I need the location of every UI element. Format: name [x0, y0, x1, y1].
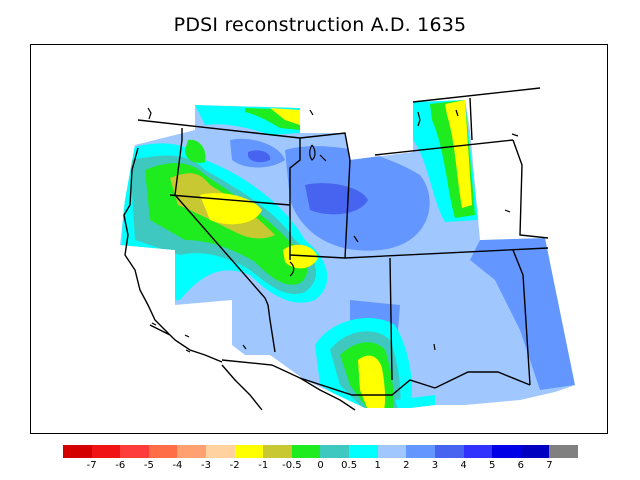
color-bar-tick-label: 0.5: [341, 460, 358, 471]
color-bar-tick-label: 2: [403, 460, 410, 471]
pdsi-south-yellow: [358, 355, 386, 408]
pdsi-core-idaho: [248, 150, 271, 163]
color-bar-swatch: [463, 445, 493, 458]
island-4: [185, 349, 191, 353]
lake-8: [433, 343, 436, 351]
color-bar-swatch: [148, 445, 178, 458]
boundary-ok-tx: [512, 249, 531, 386]
color-bar-tick-label: -5: [143, 460, 154, 471]
color-bar-swatch: [406, 445, 435, 458]
color-bar-swatch: [492, 445, 521, 458]
color-bar-tick-label: 4: [460, 460, 467, 471]
map-frame: [30, 44, 608, 434]
color-bar-swatch: [549, 445, 578, 458]
boundary-canada: [412, 87, 541, 103]
lake-yellowstone: [309, 144, 316, 161]
lake-salton: [242, 344, 247, 350]
color-bar: [63, 445, 578, 458]
lake-7: [504, 209, 511, 213]
pdsi-patch-oregon: [185, 139, 206, 163]
pdsi-patch-east: [470, 238, 575, 390]
color-bar-tick-label: -3: [201, 460, 212, 471]
lake-5: [455, 109, 459, 117]
boundary-tx-mx: [434, 371, 531, 389]
color-bar-tick-label: -1: [258, 460, 269, 471]
boundary-ca-nv: [174, 128, 276, 353]
boundary-wy-mt: [374, 139, 514, 156]
color-bar-swatch: [377, 445, 407, 458]
boundary-ut-co: [344, 159, 351, 259]
color-bar-swatch: [177, 445, 207, 458]
color-bar-tick-label: 0: [317, 460, 324, 471]
pdsi-strip-east-yellow: [445, 100, 472, 208]
boundary-az-nm: [389, 257, 393, 381]
color-bar-tick-label: -7: [86, 460, 97, 471]
color-bar-tick-label: -0.5: [282, 460, 302, 471]
color-bar-tick-label: 3: [431, 460, 439, 471]
color-bar-swatch: [63, 445, 92, 458]
lake-2: [319, 154, 327, 162]
color-bar-swatch: [234, 445, 264, 458]
color-bar-tick-label: -6: [115, 460, 126, 471]
pdsi-strip-north-yellow: [270, 108, 300, 125]
lake-6: [511, 133, 519, 137]
pdsi-dry-utah: [283, 244, 318, 269]
baja-coastline: [221, 364, 356, 411]
island-1: [147, 107, 152, 120]
lake-3: [353, 235, 359, 243]
color-bar-tick-label: 1: [374, 460, 381, 471]
color-bar-tick-label: -4: [172, 460, 183, 471]
color-bar-ticks: -7 -6 -5 -4 -3 -2 -1 -0.5 0 0.5 1 2 3 4 5 6 7: [0, 460, 640, 474]
color-bar-swatch: [520, 445, 550, 458]
boundary-us-mexico: [221, 359, 436, 396]
color-bar-tick-label: 6: [517, 460, 524, 471]
boundary-north: [137, 119, 351, 161]
color-bar-swatch: [206, 445, 235, 458]
color-bar-swatch: [120, 445, 149, 458]
boundary-mt-nd: [469, 97, 473, 141]
pdsi-core-wyoming: [305, 183, 368, 215]
island-3: [184, 334, 190, 338]
color-bar-swatch: [291, 445, 321, 458]
map-title: PDSI reconstruction A.D. 1635: [173, 14, 467, 36]
boundary-sd-ne: [512, 139, 549, 239]
island-2: [151, 322, 157, 326]
state-boundaries: [137, 87, 549, 396]
lakes-islands: [147, 107, 519, 353]
lake-utah: [289, 261, 295, 277]
boundary-id-wy: [289, 138, 301, 260]
color-bar-swatch: [263, 445, 292, 458]
boundary-or-nv: [169, 194, 291, 206]
color-bar-swatch: [320, 445, 350, 458]
pacific-coastline: [123, 147, 223, 363]
color-bar-swatch: [349, 445, 378, 458]
color-bar-tick-label: 5: [488, 460, 496, 471]
color-bar-tick-label: 7: [546, 460, 553, 471]
lake-9: [309, 109, 314, 116]
lake-4: [417, 111, 421, 127]
color-bar-tick-label: -2: [229, 460, 240, 471]
color-bar-swatch: [434, 445, 464, 458]
color-bar-swatch: [91, 445, 121, 458]
